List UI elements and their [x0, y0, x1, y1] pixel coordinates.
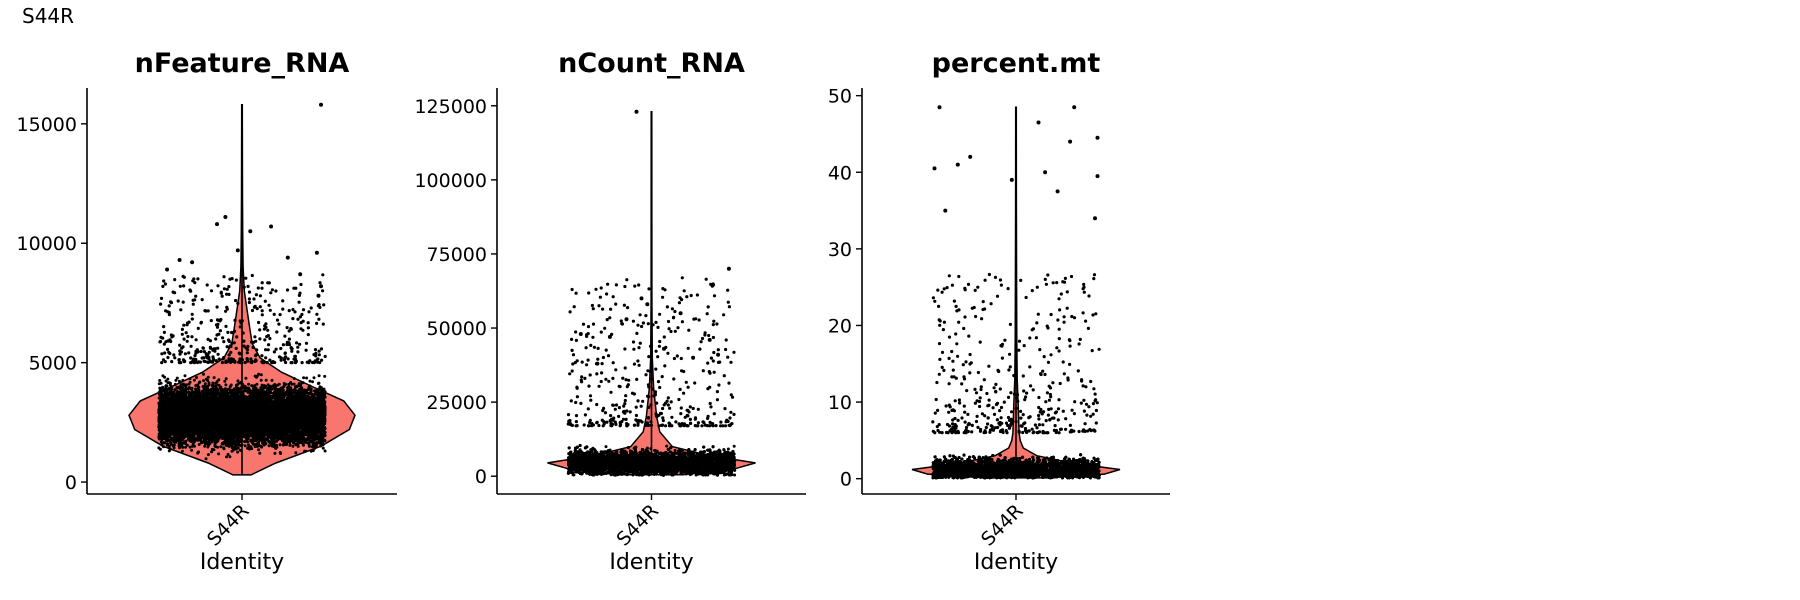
data-point	[228, 385, 232, 389]
data-point	[226, 452, 230, 456]
data-point	[255, 382, 259, 386]
data-point	[288, 443, 292, 447]
data-point	[173, 388, 177, 392]
data-point	[180, 449, 184, 453]
data-point	[206, 453, 210, 457]
data-point	[278, 443, 282, 447]
data-point	[250, 384, 254, 388]
data-point	[159, 381, 163, 385]
data-point	[170, 387, 174, 391]
data-point	[175, 376, 179, 380]
data-point	[244, 376, 248, 380]
data-point	[321, 446, 325, 450]
data-point	[315, 434, 319, 438]
data-point	[258, 451, 262, 455]
data-point	[225, 455, 228, 459]
data-point	[267, 444, 271, 448]
data-point	[203, 444, 207, 448]
data-point	[304, 437, 308, 441]
data-point	[242, 384, 246, 388]
data-point	[188, 377, 192, 381]
data-point	[206, 375, 210, 379]
data-point	[217, 378, 221, 382]
data-point	[236, 379, 240, 383]
data-point	[304, 440, 308, 444]
data-point	[202, 379, 206, 383]
data-point	[172, 443, 176, 447]
data-point	[301, 381, 305, 385]
data-point	[247, 382, 251, 386]
data-point	[224, 383, 228, 387]
data-point	[236, 450, 240, 454]
data-point	[207, 383, 211, 387]
points-group	[157, 102, 327, 461]
data-point	[270, 378, 274, 382]
data-point	[294, 451, 298, 455]
data-point	[217, 452, 221, 456]
panel-title: nFeature_RNA	[135, 48, 350, 79]
data-point	[264, 378, 268, 382]
data-point	[193, 444, 196, 448]
data-point	[273, 451, 277, 455]
data-point	[172, 446, 176, 450]
figure-label: S44R	[22, 4, 74, 28]
data-point	[312, 376, 316, 380]
data-point	[259, 373, 263, 377]
data-point	[236, 446, 240, 450]
data-point	[190, 448, 194, 452]
data-point	[311, 449, 315, 453]
data-point	[195, 376, 198, 379]
